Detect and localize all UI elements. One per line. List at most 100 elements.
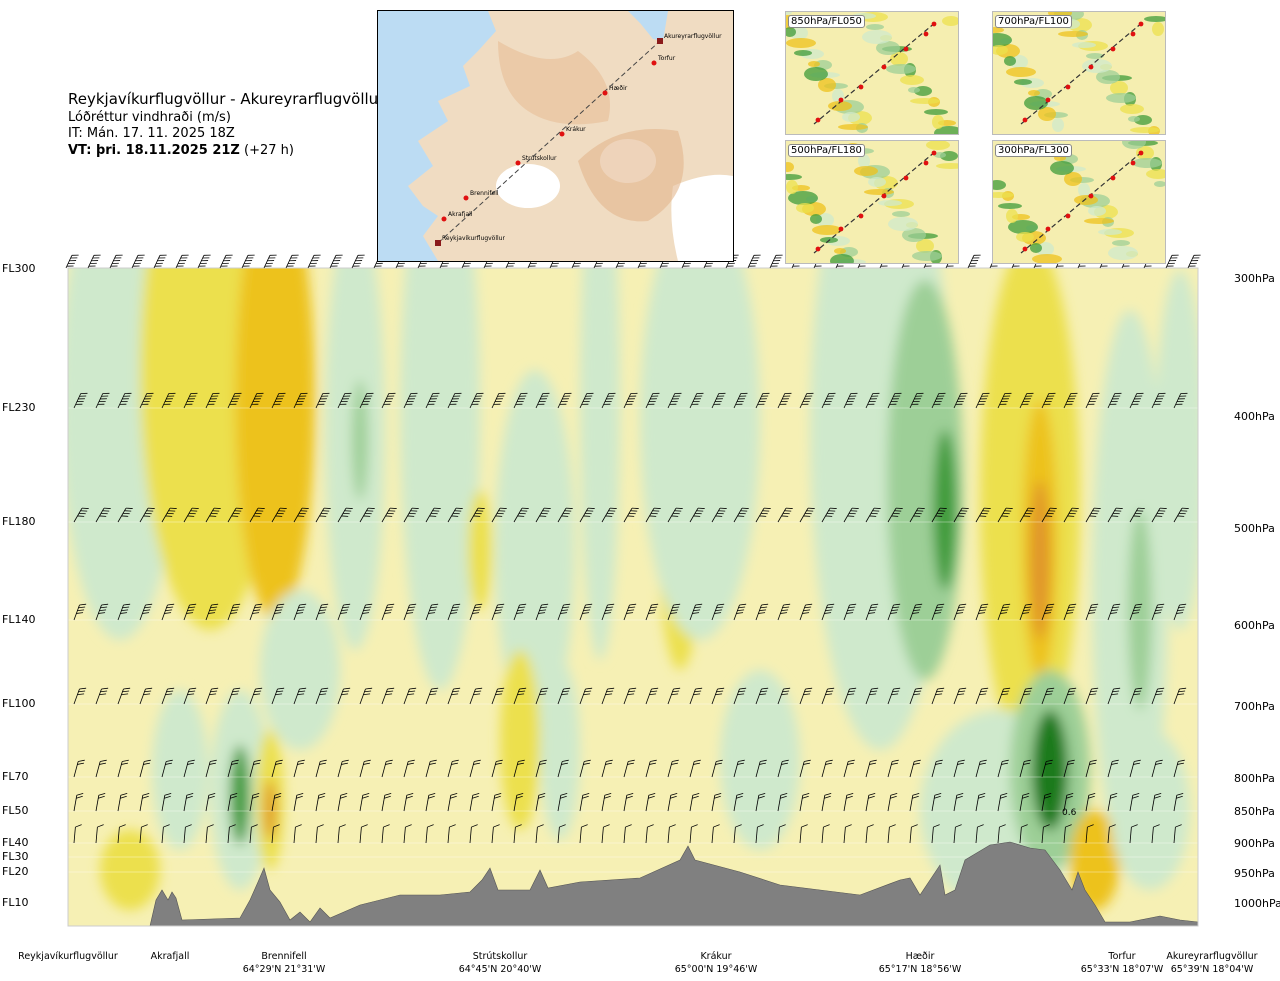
wind-barb xyxy=(1173,792,1184,812)
pressure-level-label: 850hPa xyxy=(1234,805,1275,818)
wind-barb xyxy=(425,507,441,523)
wind-barb xyxy=(601,824,610,844)
wind-barb xyxy=(205,603,219,621)
velocity-contour-region xyxy=(580,268,620,660)
wind-barb xyxy=(931,824,940,844)
wind-barb xyxy=(1107,687,1121,705)
wind-barb xyxy=(865,824,874,844)
wind-barb xyxy=(271,603,285,621)
map-waypoint-label: Brennifell xyxy=(470,190,499,197)
wind-barb xyxy=(557,792,568,812)
wind-barb xyxy=(447,824,456,844)
wind-barb xyxy=(799,759,811,778)
map-waypoint-label: Krákur xyxy=(566,126,586,133)
wind-barb xyxy=(403,507,419,523)
wind-barb xyxy=(1085,824,1094,844)
variable-label: Lóðréttur vindhraði (m/s) xyxy=(68,110,231,125)
wind-barb xyxy=(117,687,131,705)
wind-barb xyxy=(337,824,346,844)
wind-barb xyxy=(227,687,241,705)
flight-level-label: FL300 xyxy=(2,262,36,275)
wind-barb xyxy=(381,392,396,409)
waypoint-name: Akrafjall xyxy=(150,951,190,962)
wind-barb xyxy=(1129,603,1143,621)
wind-barb xyxy=(887,603,901,621)
wind-barb xyxy=(909,603,923,621)
wind-barb xyxy=(1173,392,1188,409)
wind-barb xyxy=(1041,824,1050,844)
wind-barb xyxy=(293,392,308,409)
wind-barb xyxy=(843,603,857,621)
wind-barb xyxy=(513,392,528,409)
wind-barb xyxy=(381,759,393,778)
wind-barb xyxy=(293,824,302,844)
wind-barb xyxy=(1019,687,1033,705)
wind-barb xyxy=(997,824,1006,844)
wind-barb xyxy=(711,824,720,844)
wind-barb xyxy=(623,392,638,409)
wind-barb xyxy=(1085,792,1096,812)
wind-barb xyxy=(1107,792,1118,812)
wind-barb xyxy=(117,792,128,812)
wind-barb xyxy=(711,759,723,778)
wind-barb xyxy=(975,392,990,409)
wind-barb xyxy=(1041,392,1056,409)
wind-barb xyxy=(821,603,835,621)
wind-barb xyxy=(1085,507,1101,523)
pressure-level-label: 700hPa xyxy=(1234,700,1275,713)
panel-field xyxy=(993,12,1165,134)
wind-barb xyxy=(535,759,547,778)
wind-barb xyxy=(403,792,414,812)
wind-barb xyxy=(293,687,307,705)
wind-barb xyxy=(95,824,104,844)
sea-area xyxy=(378,11,496,261)
wind-barb xyxy=(469,759,481,778)
velocity-contour-region xyxy=(400,268,480,690)
wind-barb xyxy=(1173,603,1187,621)
wind-barb xyxy=(535,687,549,705)
wind-barb xyxy=(1173,759,1185,778)
waypoint-name: Strútskollur xyxy=(472,951,528,962)
wind-barb xyxy=(843,392,858,409)
wind-barb xyxy=(865,603,879,621)
wind-barb xyxy=(953,792,964,812)
wind-barb xyxy=(403,687,417,705)
wind-barb xyxy=(711,507,727,523)
wind-barb xyxy=(601,392,616,409)
valid-time: VT: þri. 18.11.2025 21Z (+27 h) xyxy=(68,143,294,158)
wind-barb xyxy=(645,392,660,409)
glacier xyxy=(671,174,733,261)
wind-barb xyxy=(227,507,243,523)
wind-barb xyxy=(293,507,309,523)
wind-barb xyxy=(843,759,855,778)
wind-barb xyxy=(821,759,833,778)
wind-barb xyxy=(821,687,835,705)
plot-frame xyxy=(67,267,1199,927)
waypoint-coordinate: 65°00'N 19°46'W xyxy=(674,964,758,975)
wind-barb xyxy=(307,254,321,269)
velocity-contour-region xyxy=(495,370,575,730)
velocity-contour-region xyxy=(1030,480,1050,640)
wind-barb xyxy=(249,824,258,844)
wind-barb xyxy=(887,824,896,844)
waypoint-marker xyxy=(651,60,657,66)
wind-barb xyxy=(1129,687,1143,705)
wind-barb xyxy=(1129,392,1144,409)
wind-barb xyxy=(447,792,458,812)
wind-barb xyxy=(799,687,813,705)
waypoint-name: Torfur xyxy=(1108,951,1136,962)
panel-label: 700hPa/FL100 xyxy=(995,15,1072,28)
wind-barb xyxy=(997,687,1011,705)
wind-barb xyxy=(205,392,220,409)
wind-barb xyxy=(381,824,390,844)
wind-barb xyxy=(777,392,792,409)
wind-barb xyxy=(183,603,197,621)
wind-barb xyxy=(139,792,150,812)
wind-barb xyxy=(337,392,352,409)
wind-barb xyxy=(777,792,788,812)
wind-barb xyxy=(601,792,612,812)
wind-barb xyxy=(887,759,899,778)
glacier xyxy=(496,164,560,208)
velocity-contour-region xyxy=(540,660,580,840)
wind-barb xyxy=(579,759,591,778)
